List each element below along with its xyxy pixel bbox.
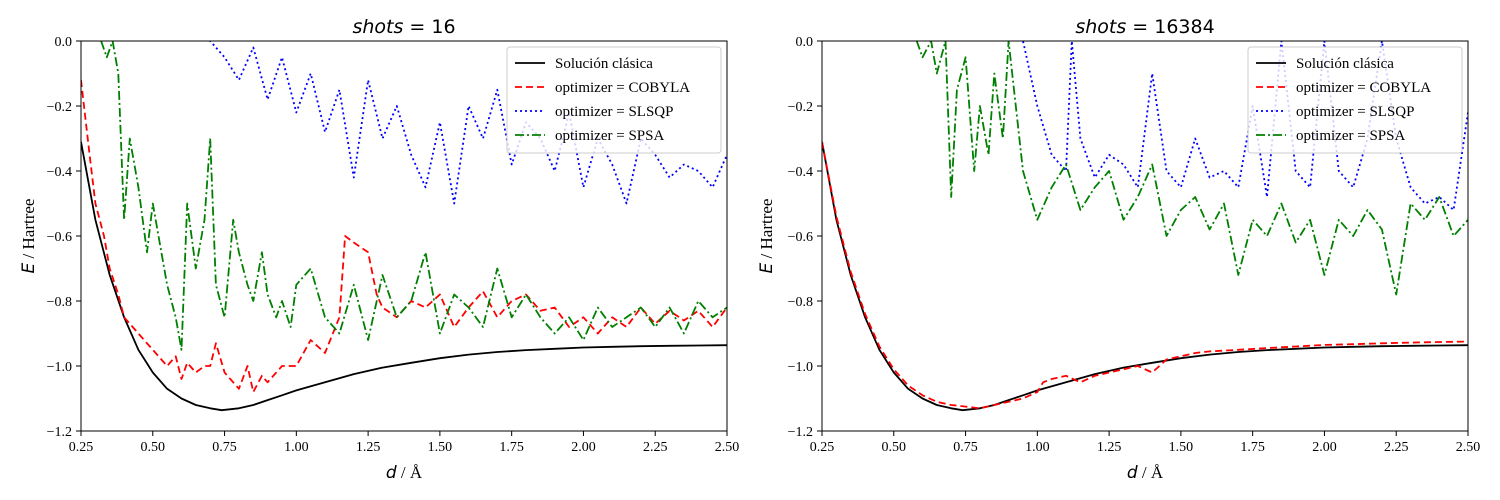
x-tick-label: 0.75 bbox=[953, 440, 978, 455]
x-axis-label: d / Å bbox=[1127, 463, 1164, 483]
legend-label-optimizer-cobyla: optimizer = COBYLA bbox=[555, 80, 690, 96]
series-line-optimizer-slsqp bbox=[207, 41, 727, 205]
axes-layer: 0.25 0.50 0.75 1.00 1.25 1.50 1.75 2.00 2.25 2.50… bbox=[788, 35, 1481, 455]
y-tick-label: −0.8 bbox=[47, 295, 72, 310]
x-tick-label: 1.75 bbox=[499, 440, 524, 455]
y-tick-label: −1.0 bbox=[47, 360, 72, 375]
axes-frame bbox=[821, 40, 1469, 432]
chart-panel-shots-16384: 0.25 0.50 0.75 1.00 1.25 1.50 1.75 2.00 2.25 2.50… bbox=[757, 16, 1480, 483]
y-tick-label: −0.8 bbox=[788, 295, 813, 310]
series-line-optimizer-spsa bbox=[100, 41, 727, 351]
x-tick-label: 0.50 bbox=[882, 440, 907, 455]
y-axis-label: E / Hartree bbox=[19, 199, 39, 274]
x-tick-label: 2.25 bbox=[1384, 440, 1409, 455]
x-tick-label: 1.00 bbox=[1025, 440, 1050, 455]
y-tick-label: 0.0 bbox=[55, 35, 73, 50]
legend-box bbox=[1247, 46, 1463, 154]
legend-entries: Solución clásica optimizer = COBYLA optimi… bbox=[1256, 56, 1431, 144]
legend-label-optimizer-slsqp: optimizer = SLSQP bbox=[555, 104, 673, 120]
chart-panel-shots-16: 0.25 0.50 0.75 1.00 1.25 1.50 1.75 2.00 2.25 2.50… bbox=[19, 16, 739, 483]
x-tick-label: 1.50 bbox=[428, 440, 453, 455]
x-tick-label: 1.25 bbox=[356, 440, 381, 455]
legend-label-soluci-n-cl-sica: Solución clásica bbox=[555, 56, 653, 72]
y-tick-label: −0.4 bbox=[788, 165, 813, 180]
x-tick-label: 1.50 bbox=[1169, 440, 1194, 455]
series-layer bbox=[81, 41, 727, 412]
y-tick-label: 0.0 bbox=[796, 35, 814, 50]
series-line-optimizer-cobyla bbox=[81, 79, 727, 393]
legend: Solución clásica optimizer = COBYLA optimi… bbox=[1247, 46, 1463, 154]
x-tick-label: 2.50 bbox=[715, 440, 740, 455]
x-tick-label: 0.75 bbox=[212, 440, 237, 455]
legend-entries: Solución clásica optimizer = COBYLA optimi… bbox=[515, 56, 690, 144]
chart-title: shots = 16384 bbox=[1075, 16, 1214, 38]
y-tick-label: −1.0 bbox=[788, 360, 813, 375]
y-tick-label: −1.2 bbox=[47, 425, 72, 440]
x-tick-label: 2.25 bbox=[643, 440, 668, 455]
x-tick-label: 1.00 bbox=[284, 440, 309, 455]
axes-layer: 0.25 0.50 0.75 1.00 1.25 1.50 1.75 2.00 2.25 2.50… bbox=[47, 35, 740, 455]
chart-title: shots = 16 bbox=[352, 16, 455, 38]
y-tick-label: −0.6 bbox=[47, 230, 72, 245]
legend-label-optimizer-slsqp: optimizer = SLSQP bbox=[1296, 104, 1414, 120]
x-tick-label: 2.00 bbox=[1312, 440, 1337, 455]
x-tick-label: 0.50 bbox=[141, 440, 166, 455]
legend-label-optimizer-cobyla: optimizer = COBYLA bbox=[1296, 80, 1431, 96]
x-tick-label: 2.50 bbox=[1456, 440, 1481, 455]
legend-label-optimizer-spsa: optimizer = SPSA bbox=[1296, 128, 1405, 144]
y-tick-label: −0.2 bbox=[788, 100, 813, 115]
axes-frame bbox=[80, 40, 728, 432]
series-line-optimizer-cobyla bbox=[822, 141, 1468, 410]
legend: Solución clásica optimizer = COBYLA optimi… bbox=[506, 46, 722, 154]
legend-label-optimizer-spsa: optimizer = SPSA bbox=[555, 128, 664, 144]
series-line-soluci-n-cl-sica bbox=[81, 141, 727, 412]
x-tick-label: 1.25 bbox=[1097, 440, 1122, 455]
y-tick-label: −1.2 bbox=[788, 425, 813, 440]
y-tick-label: −0.4 bbox=[47, 165, 72, 180]
x-tick-label: 0.25 bbox=[810, 440, 835, 455]
x-tick-label: 1.75 bbox=[1240, 440, 1265, 455]
y-tick-label: −0.2 bbox=[47, 100, 72, 115]
series-line-optimizer-spsa bbox=[915, 41, 1468, 296]
x-axis-label: d / Å bbox=[386, 463, 423, 483]
x-tick-label: 0.25 bbox=[69, 440, 94, 455]
y-axis-label: E / Hartree bbox=[757, 199, 777, 274]
legend-label-soluci-n-cl-sica: Solución clásica bbox=[1296, 56, 1394, 72]
legend-box bbox=[506, 46, 722, 154]
y-tick-label: −0.6 bbox=[788, 230, 813, 245]
x-tick-label: 2.00 bbox=[571, 440, 596, 455]
